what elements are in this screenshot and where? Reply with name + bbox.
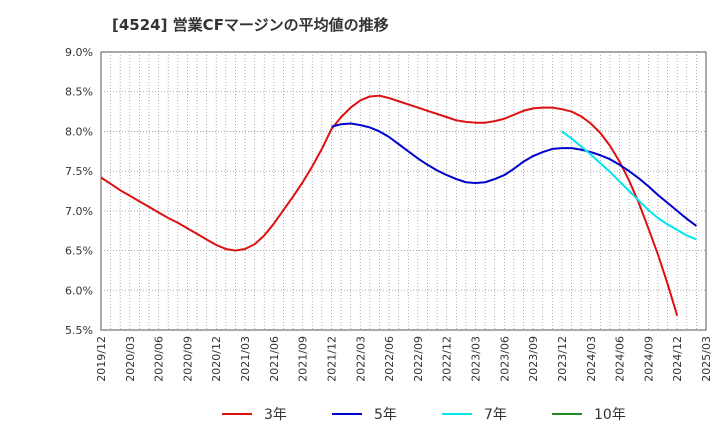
x-tick-label: 2020/12 — [210, 336, 223, 382]
x-tick-label: 2023/03 — [470, 336, 483, 382]
x-tick-label: 2022/06 — [383, 336, 396, 382]
chart-title: [4524] 営業CFマージンの平均値の推移 — [112, 16, 389, 34]
x-tick-label: 2020/06 — [153, 336, 166, 382]
x-tick-label: 2025/03 — [700, 336, 713, 382]
x-tick-label: 2022/09 — [412, 336, 425, 382]
x-tick-label: 2021/12 — [325, 336, 338, 382]
y-tick-label: 6.0% — [65, 284, 93, 297]
y-tick-label: 8.0% — [65, 125, 93, 138]
x-tick-label: 2023/09 — [527, 336, 540, 382]
x-tick-label: 2023/12 — [556, 336, 569, 382]
legend-label: 3年 — [264, 407, 287, 423]
x-tick-label: 2024/06 — [614, 336, 627, 382]
y-tick-label: 7.0% — [65, 205, 93, 218]
x-tick-label: 2023/06 — [498, 336, 511, 382]
legend-label: 7年 — [484, 407, 507, 423]
y-tick-label: 5.5% — [65, 324, 93, 337]
x-tick-label: 2020/03 — [124, 336, 137, 382]
series-line-5年 — [331, 122, 697, 227]
series-line-3年 — [100, 94, 679, 316]
x-tick-label: 2024/12 — [671, 336, 684, 382]
legend-label: 5年 — [374, 407, 397, 423]
x-tick-label: 2021/09 — [297, 336, 310, 382]
plot-area — [100, 51, 707, 331]
y-tick-label: 8.5% — [65, 86, 93, 99]
x-tick-label: 2022/03 — [354, 336, 367, 382]
grid-layer — [100, 51, 707, 331]
y-tick-label: 7.5% — [65, 165, 93, 178]
series-layer — [100, 94, 697, 316]
y-tick-label: 6.5% — [65, 245, 93, 258]
x-tick-label: 2024/09 — [642, 336, 655, 382]
legend: 3年 5年 7年 10年 — [222, 407, 626, 423]
y-tick-label: 9.0% — [65, 46, 93, 59]
x-tick-label: 2019/12 — [95, 336, 108, 382]
x-tick-label: 2022/12 — [441, 336, 454, 382]
series-line-7年 — [561, 130, 697, 241]
legend-label: 10年 — [594, 407, 626, 423]
x-tick-label: 2024/03 — [585, 336, 598, 382]
x-tick-label: 2021/03 — [239, 336, 252, 382]
axis-layer: 5.5% 6.0% 6.5% 7.0% 7.5% 8.0% 8.5% 9.0% 2019/12 2… — [65, 46, 713, 382]
x-tick-label: 2020/09 — [181, 336, 194, 382]
x-tick-label: 2021/06 — [268, 336, 281, 382]
